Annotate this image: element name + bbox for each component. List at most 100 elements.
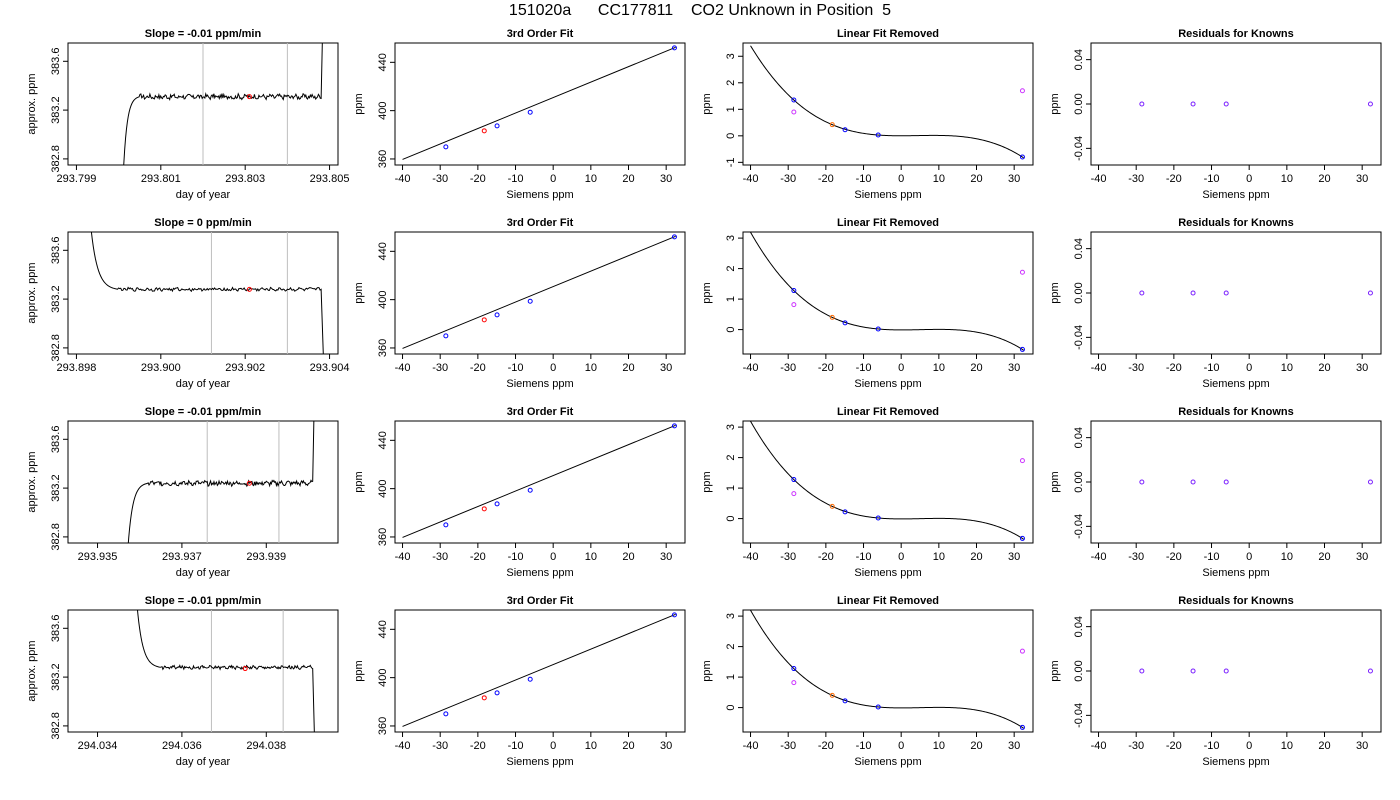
x-tick-label: -30 — [432, 551, 448, 563]
x-tick-label: -10 — [1204, 362, 1220, 374]
y-tick-label: 400 — [377, 479, 389, 497]
plot-frame — [742, 420, 1034, 544]
fit-line — [402, 424, 676, 538]
panel-title: Slope = 0 ppm/min — [154, 217, 252, 229]
x-tick-label: -40 — [395, 551, 411, 563]
plot-area — [750, 45, 1025, 160]
x-tick-label: -20 — [818, 173, 834, 185]
standard-point — [671, 423, 677, 429]
y-tick-label: 2 — [725, 455, 737, 461]
x-tick-label: 30 — [660, 551, 672, 563]
x-axis-label: Siemens ppm — [854, 756, 921, 768]
residual-point — [1223, 290, 1229, 296]
plot-frame — [742, 609, 1034, 733]
standard-point — [875, 704, 881, 710]
sample-mean-point — [242, 666, 248, 672]
y-tick-label: 0.00 — [1073, 282, 1085, 303]
plot-frame — [1090, 42, 1382, 166]
standard-point — [443, 144, 449, 150]
y-tick-label: 0 — [725, 705, 737, 711]
unknown-point — [829, 314, 835, 320]
residual-point — [1139, 479, 1145, 485]
y-tick-label: 360 — [377, 150, 389, 168]
x-tick-label: 293.805 — [310, 173, 350, 185]
x-axis-label: Siemens ppm — [1202, 756, 1269, 768]
y-tick-label: 2 — [725, 266, 737, 272]
x-tick-label: -10 — [508, 551, 524, 563]
fit-line — [402, 235, 676, 349]
x-tick-label: -40 — [743, 362, 759, 374]
x-tick-label: 10 — [585, 173, 597, 185]
unknown-point — [481, 317, 487, 323]
standard-point — [443, 522, 449, 528]
y-tick-label: 383.2 — [50, 663, 62, 691]
x-axis-label: day of year — [176, 567, 231, 579]
standard-point — [842, 127, 848, 133]
x-tick-label: -10 — [856, 362, 872, 374]
y-tick-label: 0.04 — [1073, 238, 1085, 259]
x-tick-label: 10 — [585, 362, 597, 374]
plot-area — [402, 612, 677, 727]
plot-area — [1139, 101, 1373, 107]
x-tick-label: -30 — [1128, 740, 1144, 752]
y-axis-label: ppm — [353, 282, 365, 303]
x-tick-label: -20 — [470, 551, 486, 563]
x-tick-label: -10 — [508, 362, 524, 374]
standard-point — [791, 97, 797, 103]
panel-title: 3rd Order Fit — [507, 217, 574, 229]
x-tick-label: 10 — [1281, 740, 1293, 752]
y-axis-label: ppm — [701, 282, 713, 303]
x-tick-label: 0 — [550, 551, 556, 563]
plot-area — [136, 610, 315, 732]
y-tick-label: 383.2 — [50, 474, 62, 502]
x-tick-label: 10 — [1281, 362, 1293, 374]
x-tick-label: 293.939 — [246, 551, 286, 563]
x-axis-label: Siemens ppm — [506, 378, 573, 390]
x-tick-label: 294.036 — [162, 740, 202, 752]
y-tick-label: 3 — [725, 53, 737, 59]
x-tick-label: -20 — [818, 551, 834, 563]
standard-point — [842, 509, 848, 515]
y-tick-label: 0.04 — [1073, 427, 1085, 448]
x-tick-label: 10 — [1281, 173, 1293, 185]
plot-area — [1139, 668, 1373, 674]
y-axis-label: ppm — [353, 471, 365, 492]
standard-point — [1019, 154, 1025, 160]
y-tick-label: 383.6 — [50, 615, 62, 643]
x-tick-label: 293.898 — [57, 362, 97, 374]
standard-point — [791, 288, 797, 294]
y-tick-label: 3 — [725, 613, 737, 619]
y-tick-label: 0 — [725, 516, 737, 522]
residual-marker — [1019, 648, 1025, 654]
y-tick-label: 360 — [377, 339, 389, 357]
panel-r1-time-series: Slope = -0.01 ppm/min 293.799 293.801 293.8… — [26, 28, 350, 201]
x-tick-label: -40 — [743, 173, 759, 185]
y-axis-label: ppm — [1049, 282, 1061, 303]
y-tick-label: 0 — [725, 133, 737, 139]
panel-title: 3rd Order Fit — [507, 406, 574, 418]
x-axis-label: Siemens ppm — [1202, 189, 1269, 201]
residual-point — [1190, 101, 1196, 107]
x-tick-label: 10 — [933, 740, 945, 752]
plot-frame — [394, 231, 686, 355]
standard-point — [527, 109, 533, 115]
y-tick-label: 0 — [725, 327, 737, 333]
plot-area — [402, 423, 677, 538]
y-tick-label: 1 — [725, 674, 737, 680]
y-axis-label: approx. ppm — [26, 451, 38, 512]
panel-title: Linear Fit Removed — [837, 595, 939, 607]
x-tick-label: 293.935 — [78, 551, 118, 563]
standard-point — [875, 515, 881, 521]
x-tick-label: 30 — [1356, 173, 1368, 185]
x-tick-label: 20 — [1318, 173, 1330, 185]
y-tick-label: 0.04 — [1073, 49, 1085, 70]
standard-point — [791, 666, 797, 672]
y-tick-label: 0.00 — [1073, 471, 1085, 492]
y-tick-label: -0.04 — [1073, 703, 1085, 728]
x-tick-label: -20 — [1166, 551, 1182, 563]
panel-r3-time-series: Slope = -0.01 ppm/min 293.935 293.937 293.9… — [26, 406, 339, 579]
y-tick-label: -0.04 — [1073, 136, 1085, 161]
y-tick-label: 383.6 — [50, 237, 62, 265]
x-tick-label: -20 — [470, 740, 486, 752]
unknown-point — [829, 692, 835, 698]
